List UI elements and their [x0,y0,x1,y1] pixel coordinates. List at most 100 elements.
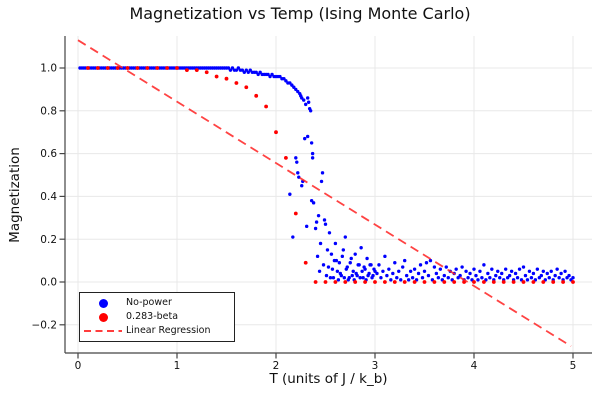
data-point-No-power [385,273,389,278]
data-point-No-power [387,267,391,271]
x-tick-label: 1 [174,360,181,372]
data-point-0.283-beta [432,280,437,284]
data-point-No-power [432,265,437,269]
data-point-No-power [329,252,334,256]
data-point-No-power [335,269,340,273]
data-point-No-power [466,276,470,280]
data-point-No-power [563,269,567,273]
x-tick-label: 0 [75,360,82,372]
data-point-No-power [333,241,338,246]
data-point-No-power [365,256,369,261]
data-point-No-power [503,267,508,271]
data-point-No-power [482,263,486,267]
data-point-No-power [537,276,542,280]
data-point-No-power [291,235,295,239]
data-point-No-power [350,273,354,278]
data-point-No-power [488,276,492,280]
data-point-No-power [468,271,472,276]
data-point-No-power [242,70,247,74]
x-axis-label: T (units of J / k_b) [269,371,388,387]
data-point-No-power [331,276,336,280]
data-point-0.283-beta [125,66,130,70]
data-point-No-power [309,198,314,203]
data-point-0.283-beta [204,70,209,75]
data-point-0.283-beta [185,68,189,73]
data-point-No-power [305,96,310,100]
x-tick-label: 5 [570,360,577,372]
data-point-No-power [340,254,345,259]
data-point-No-power [428,258,433,263]
y-axis-label-box: Magnetization [0,36,30,353]
x-tick-label: 2 [273,360,280,372]
chart-title: Magnetization vs Temp (Ising Monte Carlo… [129,4,471,23]
data-point-0.283-beta [274,130,278,135]
data-point-No-power [334,258,339,263]
data-point-No-power [348,261,352,265]
data-point-No-power [393,261,397,265]
data-point-No-power [486,271,490,276]
data-point-0.283-beta [264,104,268,109]
data-point-0.283-beta [86,66,90,70]
legend: No-power 0.283-beta Linear Regression [79,292,235,342]
data-point-No-power [494,273,498,278]
data-point-No-power [426,273,431,278]
data-point-0.283-beta [422,280,427,284]
data-point-No-power [244,68,248,72]
data-point-No-power [545,271,549,276]
data-point-No-power [282,77,286,81]
data-point-0.283-beta [392,280,397,284]
data-point-No-power [389,278,393,282]
data-point-No-power [309,141,314,145]
data-point-No-power [295,160,299,164]
data-point-No-power [353,252,357,256]
data-point-No-power [325,248,330,252]
legend-label-regression: Linear Regression [126,325,211,337]
data-point-No-power [399,278,403,282]
data-point-No-power [337,261,342,265]
data-point-0.283-beta [115,66,120,70]
data-point-No-power [373,269,377,273]
data-point-No-power [361,276,365,280]
data-point-0.283-beta [402,280,407,284]
data-point-No-power [351,269,355,273]
data-point-No-power [306,100,311,104]
data-point-No-power [317,269,322,273]
data-point-No-power [300,184,304,188]
data-point-No-power [367,271,371,276]
data-point-No-power [310,156,315,160]
legend-item-regression: Linear Regression [80,324,234,338]
data-point-0.283-beta [531,280,536,284]
data-point-No-power [240,68,245,72]
data-point-0.283-beta [571,280,575,284]
data-point-No-power [555,267,559,271]
data-point-No-power [567,273,571,278]
y-tick-label: 0.2 [40,234,57,246]
data-point-No-power [521,265,526,269]
y-axis-label: Magnetization [7,146,23,243]
data-point-No-power [478,269,482,273]
data-point-No-power [294,156,298,160]
data-point-No-power [529,276,534,280]
data-point-No-power [496,269,500,273]
data-point-No-power [422,269,427,273]
data-point-No-power [513,271,518,276]
y-tick-label: −0.2 [32,319,58,331]
data-point-No-power [323,222,328,226]
data-point-No-power [357,263,361,267]
data-point-No-power [302,98,306,102]
y-tick-label: 0.8 [40,105,57,117]
data-point-No-power [565,276,569,280]
data-point-No-power [371,273,375,278]
data-point-No-power [308,109,313,113]
data-point-No-power [559,271,563,276]
data-point-No-power [535,267,540,271]
data-point-No-power [345,265,349,269]
data-point-No-power [379,276,383,280]
data-point-0.283-beta [521,280,526,284]
data-point-No-power [454,267,458,271]
data-point-No-power [410,276,415,280]
data-point-0.283-beta [313,280,318,284]
data-point-0.283-beta [145,66,150,70]
regression-line [77,39,572,347]
data-point-No-power [292,85,296,89]
